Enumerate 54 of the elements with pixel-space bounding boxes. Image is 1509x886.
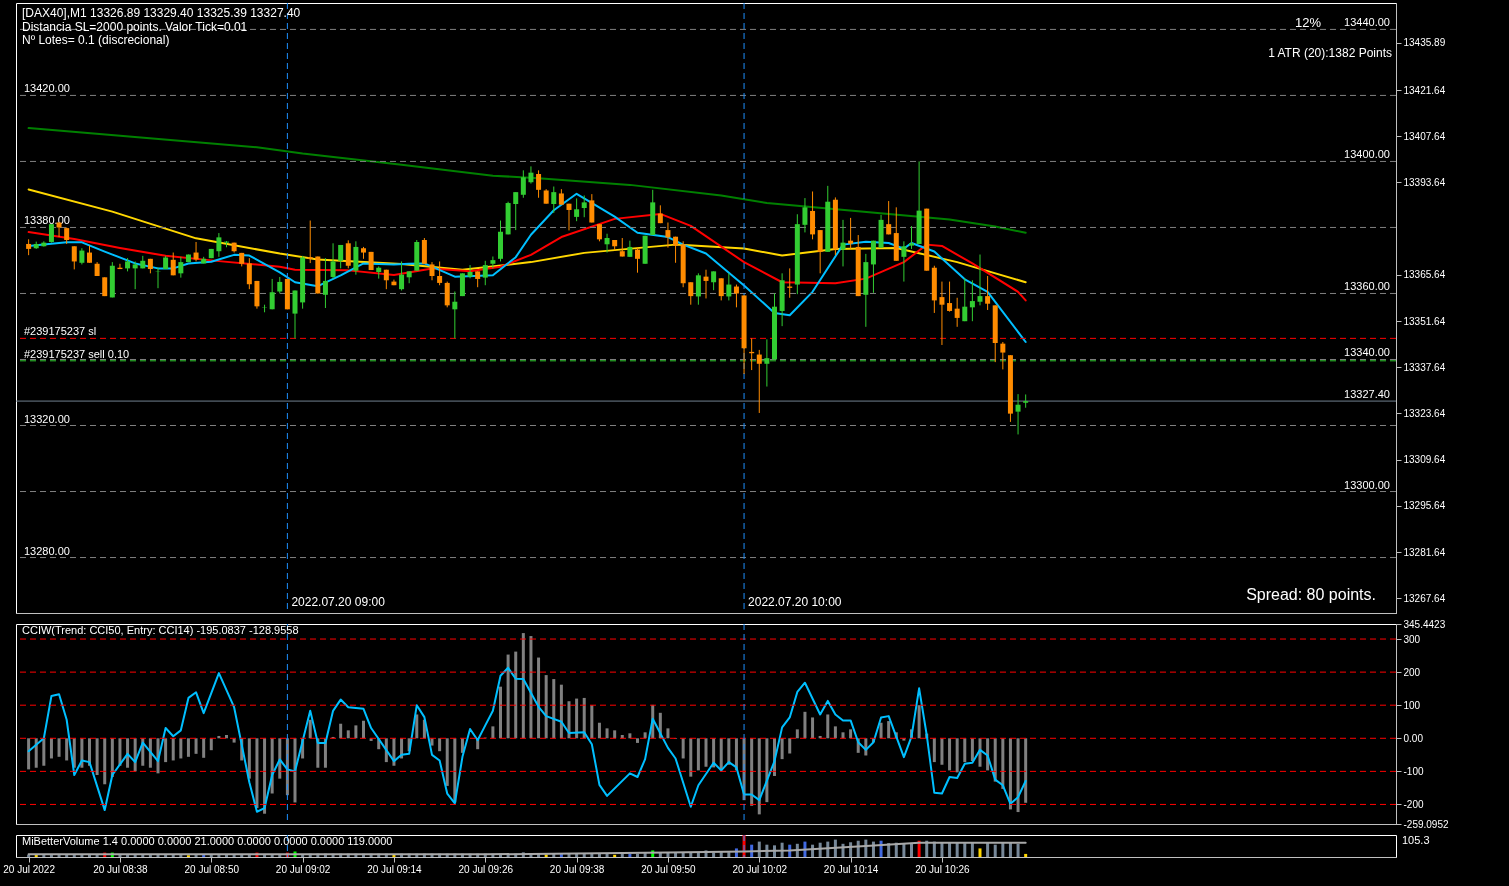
y-tick-label: 200 <box>1403 666 1421 678</box>
y-tick-label: 13281.64 <box>1403 546 1446 558</box>
y-tick-label: 300 <box>1403 633 1421 645</box>
y-tick-label: 100 <box>1403 699 1421 711</box>
chart-title: CCIW(Trend: CCI50, Entry: CCI14) -195.0837 -128.9558 <box>22 624 299 636</box>
ref-line-label: 13340.00 <box>1344 346 1390 359</box>
ref-line-label: 13300.00 <box>1344 478 1390 491</box>
x-tick-label: 20 Jul 09:50 <box>641 863 697 875</box>
y-tick-label: -259.0952 <box>1403 818 1449 830</box>
x-tick-label: 20 Jul 2022 <box>3 863 56 875</box>
annotation: Spread: 80 points. <box>1246 586 1376 603</box>
y-tick-label: 13351.64 <box>1403 315 1446 327</box>
ref-line-label: 2022.07.20 10:00 <box>748 595 842 609</box>
y-tick-label: -200 <box>1403 798 1424 810</box>
ref-line-label: #239175237 sell 0.10 <box>24 347 130 360</box>
y-tick-label: 13435.89 <box>1403 37 1446 49</box>
y-tick-label: 13393.64 <box>1403 176 1446 188</box>
ref-line-label: 13440.00 <box>1344 16 1390 29</box>
x-tick-label: 20 Jul 10:26 <box>915 863 971 875</box>
ref-line-label: 13420.00 <box>24 82 70 95</box>
y-tick-label: 13337.64 <box>1403 361 1446 373</box>
ref-line-label: 13400.00 <box>1344 148 1390 161</box>
ref-line-label: 13380.00 <box>24 214 70 227</box>
x-tick-label: 20 Jul 08:50 <box>184 863 240 875</box>
x-tick-label: 20 Jul 09:14 <box>367 863 423 875</box>
y-tick-label: 13407.64 <box>1403 130 1446 142</box>
y-tick-label: 13267.64 <box>1403 592 1446 604</box>
y-tick-label: 345.4423 <box>1403 618 1446 630</box>
x-tick-label: 20 Jul 09:38 <box>549 863 605 875</box>
ref-line-label: 13320.00 <box>24 412 70 425</box>
ref-line-label: #239175237 sl <box>24 325 97 338</box>
y-tick-label: 0.00 <box>1403 732 1424 744</box>
ref-line-label: 2022.07.20 09:00 <box>291 595 386 609</box>
x-tick-label: 20 Jul 10:14 <box>823 863 879 875</box>
y-tick-label: 13323.64 <box>1403 408 1446 419</box>
annotation: Nº Lotes= 0.1 (discrecional) <box>22 33 170 47</box>
ref-line-label: 13280.00 <box>24 544 70 557</box>
y-tick-label: -100 <box>1403 765 1424 777</box>
y-tick-label: 13365.64 <box>1403 269 1446 281</box>
y-tick-label: 13295.64 <box>1403 500 1446 512</box>
x-tick-label: 20 Jul 08:38 <box>93 863 149 875</box>
text: Distancia SL=2000 points. Valor Tick=0.01 <box>22 20 248 34</box>
annotation: 1 ATR (20):1382 Points <box>1268 46 1392 60</box>
y-tick-label: 13421.64 <box>1403 84 1446 96</box>
x-tick-label: 20 Jul 09:26 <box>458 863 514 875</box>
chart-title: MiBetterVolume 1.4 0.0000 0.0000 21.0000 0.0000 0.0000 0.0000 119.0000 <box>22 835 393 847</box>
y-tick-label: 13309.64 <box>1403 454 1446 466</box>
chart-title: [DAX40],M1 13326.89 13329.40 13325.39 13327.40 <box>22 6 301 20</box>
x-tick-label: 20 Jul 10:02 <box>732 863 788 875</box>
ref-line-label: 13327.40 <box>1344 388 1390 401</box>
x-tick-label: 20 Jul 09:02 <box>275 863 331 875</box>
ref-line-label: 13360.00 <box>1344 280 1390 293</box>
annotation: 12% <box>1294 15 1322 30</box>
text: 105.3 <box>1402 834 1430 846</box>
